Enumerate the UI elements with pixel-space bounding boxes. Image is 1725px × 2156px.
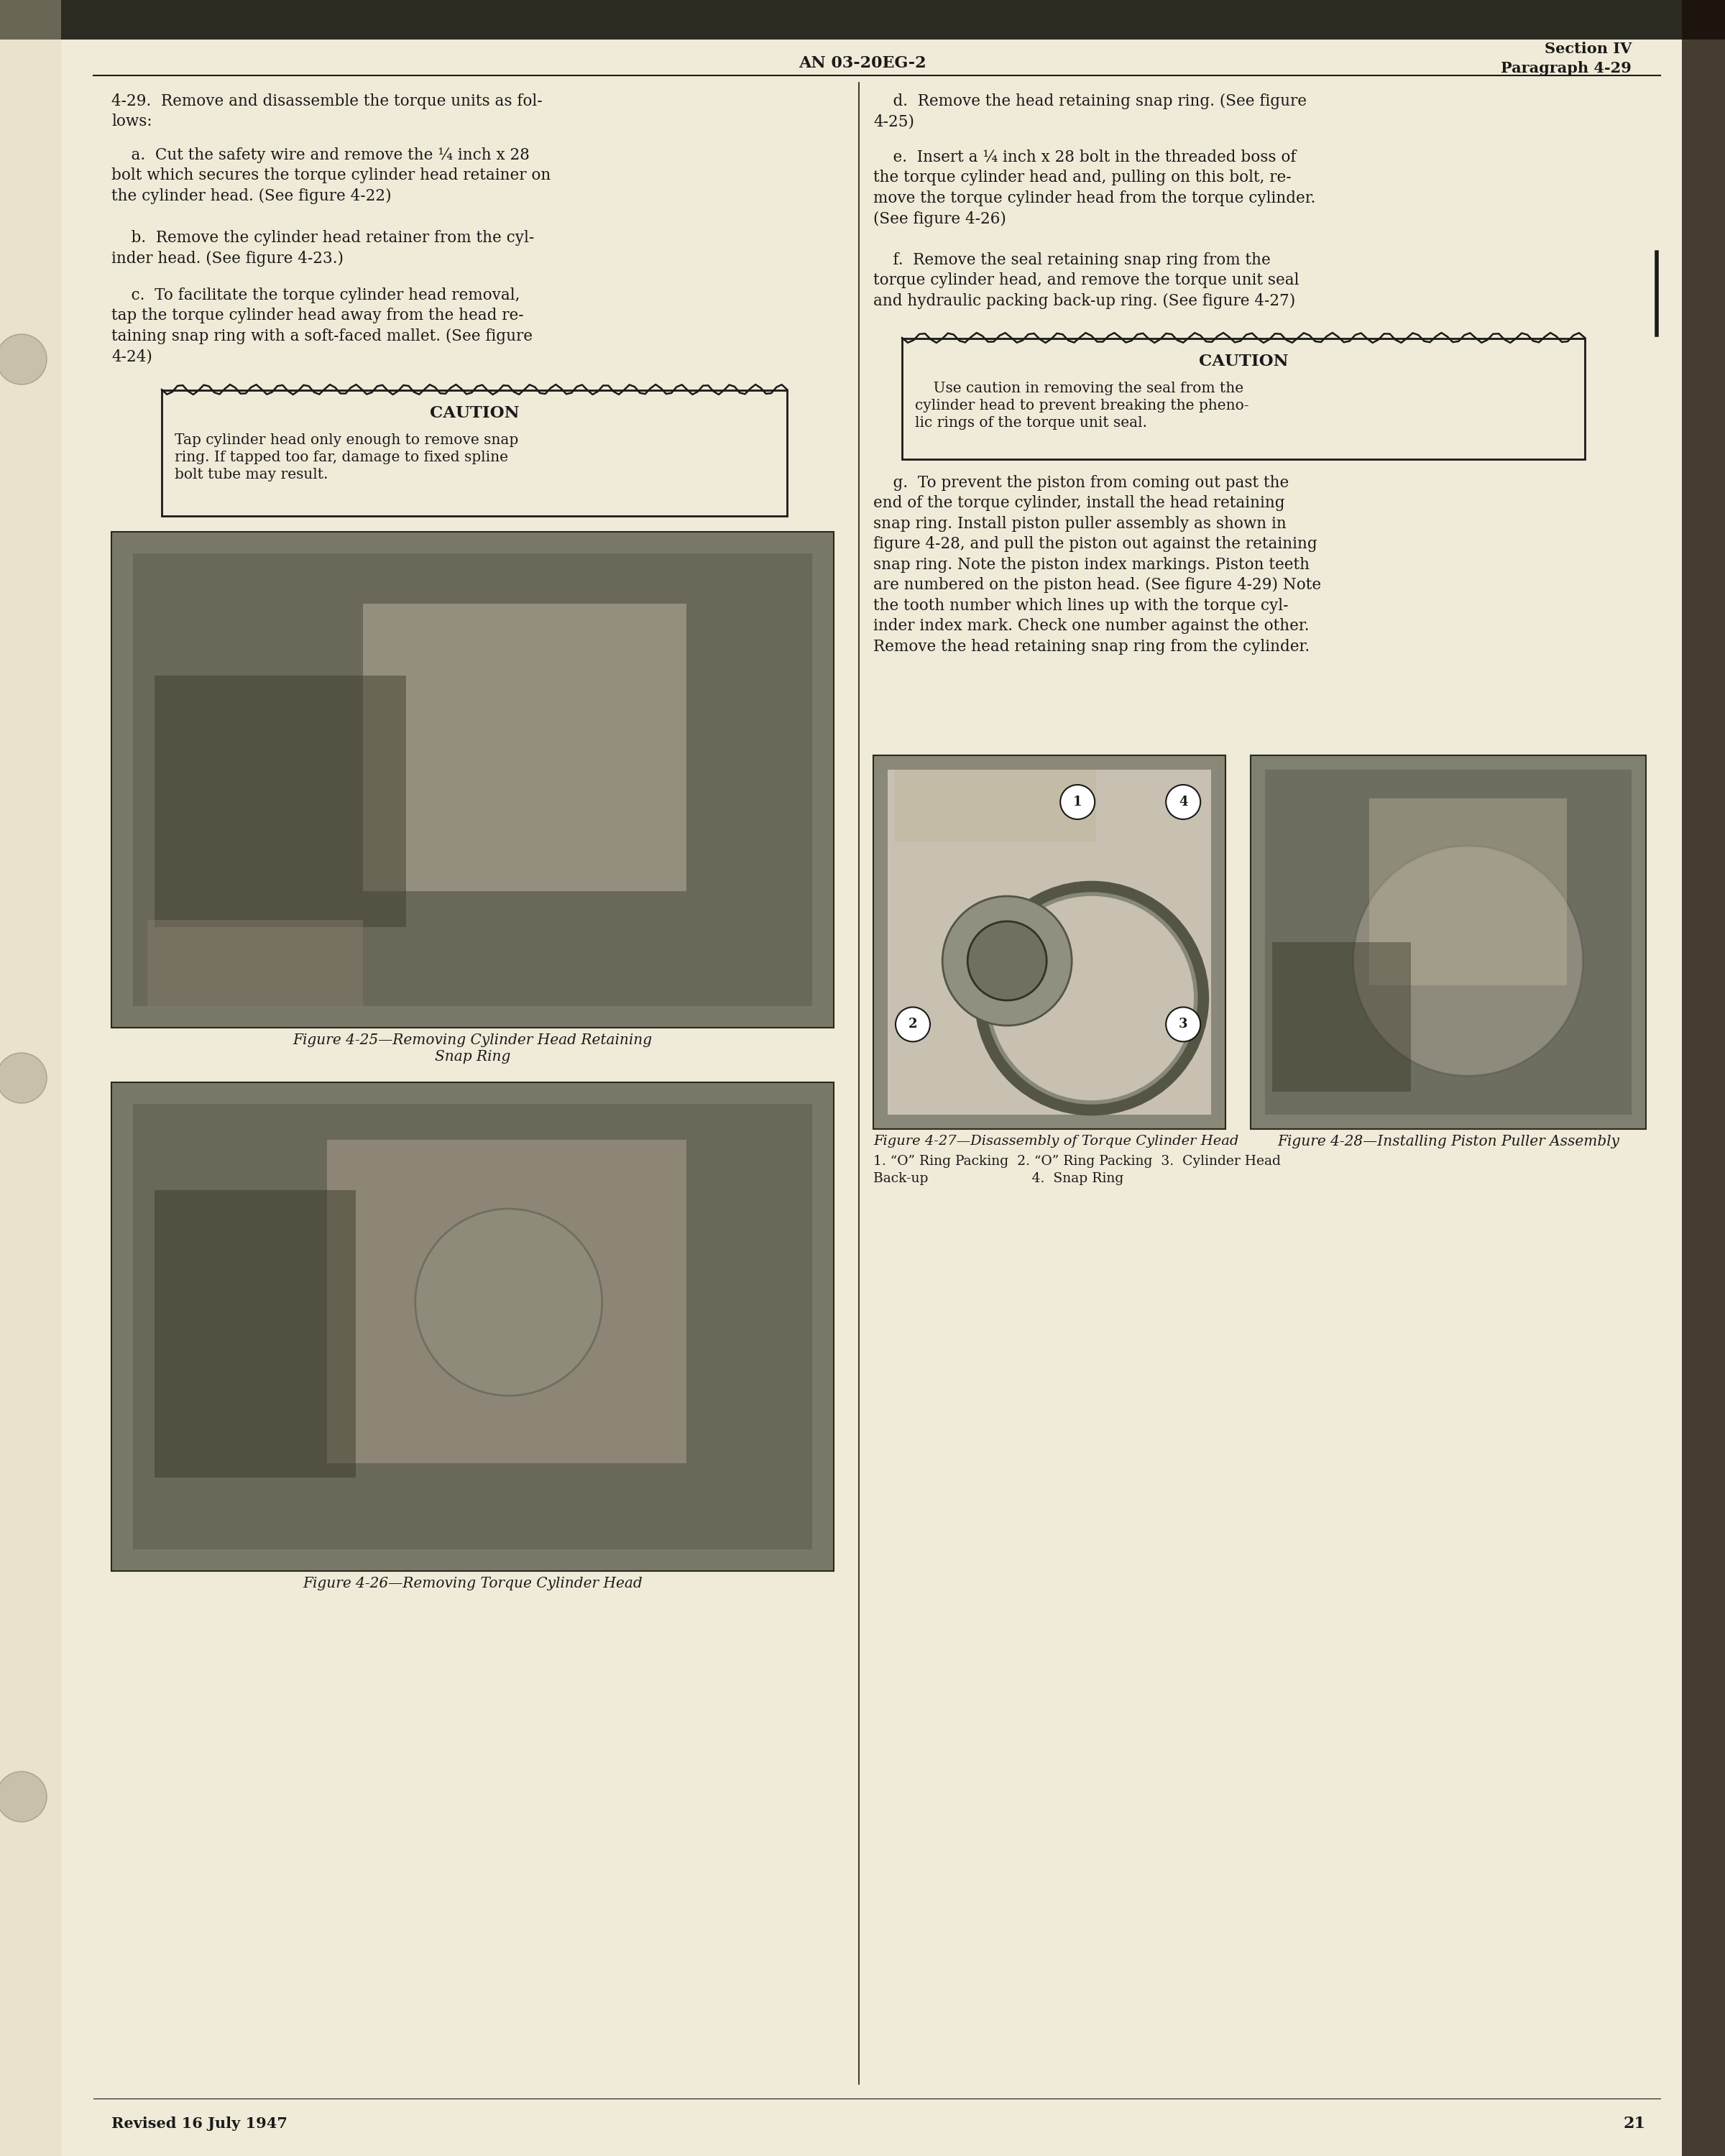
Bar [888, 770, 1211, 1115]
Text: 4: 4 [1178, 796, 1189, 808]
Bar [1251, 755, 1646, 1130]
Text: g.  To prevent the piston from coming out past the
end of the torque cylinder, i: g. To prevent the piston from coming out… [873, 474, 1321, 655]
Text: Figure 4-26—Removing Torque Cylinder Head: Figure 4-26—Removing Torque Cylinder Hea… [302, 1576, 642, 1591]
Text: 3: 3 [1178, 1018, 1189, 1031]
Bar [155, 675, 405, 927]
Text: CAUTION: CAUTION [1199, 354, 1289, 369]
Text: 21: 21 [1623, 2115, 1646, 2132]
Circle shape [0, 1772, 47, 1822]
Circle shape [942, 897, 1071, 1026]
Bar [162, 390, 787, 515]
Bar [133, 554, 812, 1007]
Circle shape [1352, 845, 1584, 1076]
Text: 1: 1 [1073, 796, 1082, 808]
Circle shape [1166, 785, 1201, 819]
Circle shape [0, 1052, 47, 1104]
Bar [902, 338, 1585, 459]
Bar [362, 604, 687, 890]
Text: Tap cylinder head only enough to remove snap
ring. If tapped too far, damage to : Tap cylinder head only enough to remove … [174, 433, 519, 483]
Text: Paragraph 4-29: Paragraph 4-29 [1501, 60, 1632, 75]
Bar [873, 755, 1225, 1130]
Text: 2: 2 [909, 1018, 918, 1031]
Bar [895, 770, 1095, 841]
Text: 1. “O” Ring Packing  2. “O” Ring Packing  3.  Cylinder Head: 1. “O” Ring Packing 2. “O” Ring Packing … [873, 1156, 1280, 1169]
Bar [155, 1190, 355, 1477]
Circle shape [1061, 785, 1095, 819]
Text: e.  Insert a ¼ inch x 28 bolt in the threaded boss of
the torque cylinder head a: e. Insert a ¼ inch x 28 bolt in the thre… [873, 149, 1316, 226]
Circle shape [968, 921, 1047, 1000]
Text: 4-29.  Remove and disassemble the torque units as fol-
lows:: 4-29. Remove and disassemble the torque … [112, 93, 542, 129]
Bar [1370, 798, 1566, 985]
Bar [328, 1141, 687, 1464]
Bar [133, 1104, 812, 1550]
Bar [112, 533, 833, 1028]
Text: CAUTION: CAUTION [430, 405, 519, 420]
Text: Figure 4-25—Removing Cylinder Head Retaining
Snap Ring: Figure 4-25—Removing Cylinder Head Retai… [293, 1033, 652, 1065]
Text: b.  Remove the cylinder head retainer from the cyl-
inder head. (See figure 4-23: b. Remove the cylinder head retainer fro… [112, 231, 535, 267]
Text: c.  To facilitate the torque cylinder head removal,
tap the torque cylinder head: c. To facilitate the torque cylinder hea… [112, 287, 533, 364]
Circle shape [0, 334, 47, 384]
Bar [1682, 0, 1725, 2156]
Text: d.  Remove the head retaining snap ring. (See figure
4-25): d. Remove the head retaining snap ring. … [873, 93, 1308, 129]
Bar [147, 921, 362, 1007]
Text: Figure 4-27—Disassembly of Torque Cylinder Head: Figure 4-27—Disassembly of Torque Cylind… [873, 1134, 1239, 1147]
Text: Figure 4-28—Installing Piston Puller Assembly: Figure 4-28—Installing Piston Puller Ass… [1276, 1134, 1620, 1149]
Circle shape [895, 1007, 930, 1041]
Text: a.  Cut the safety wire and remove the ¼ inch x 28
bolt which secures the torque: a. Cut the safety wire and remove the ¼ … [112, 147, 550, 205]
Text: Use caution in removing the seal from the
cylinder head to prevent breaking the : Use caution in removing the seal from th… [914, 382, 1249, 431]
Text: AN 03-20EG-2: AN 03-20EG-2 [799, 56, 926, 71]
Text: Section IV: Section IV [1544, 41, 1632, 56]
Bar [0, 0, 1725, 39]
Text: Back-up                        4.  Snap Ring: Back-up 4. Snap Ring [873, 1173, 1123, 1186]
Text: f.  Remove the seal retaining snap ring from the
torque cylinder head, and remov: f. Remove the seal retaining snap ring f… [873, 252, 1299, 308]
Bar [1273, 942, 1411, 1091]
Bar [0, 0, 60, 2156]
Text: Revised 16 July 1947: Revised 16 July 1947 [112, 2117, 288, 2130]
Bar [1264, 770, 1632, 1115]
Bar [112, 1082, 833, 1572]
Circle shape [1166, 1007, 1201, 1041]
Circle shape [416, 1210, 602, 1395]
